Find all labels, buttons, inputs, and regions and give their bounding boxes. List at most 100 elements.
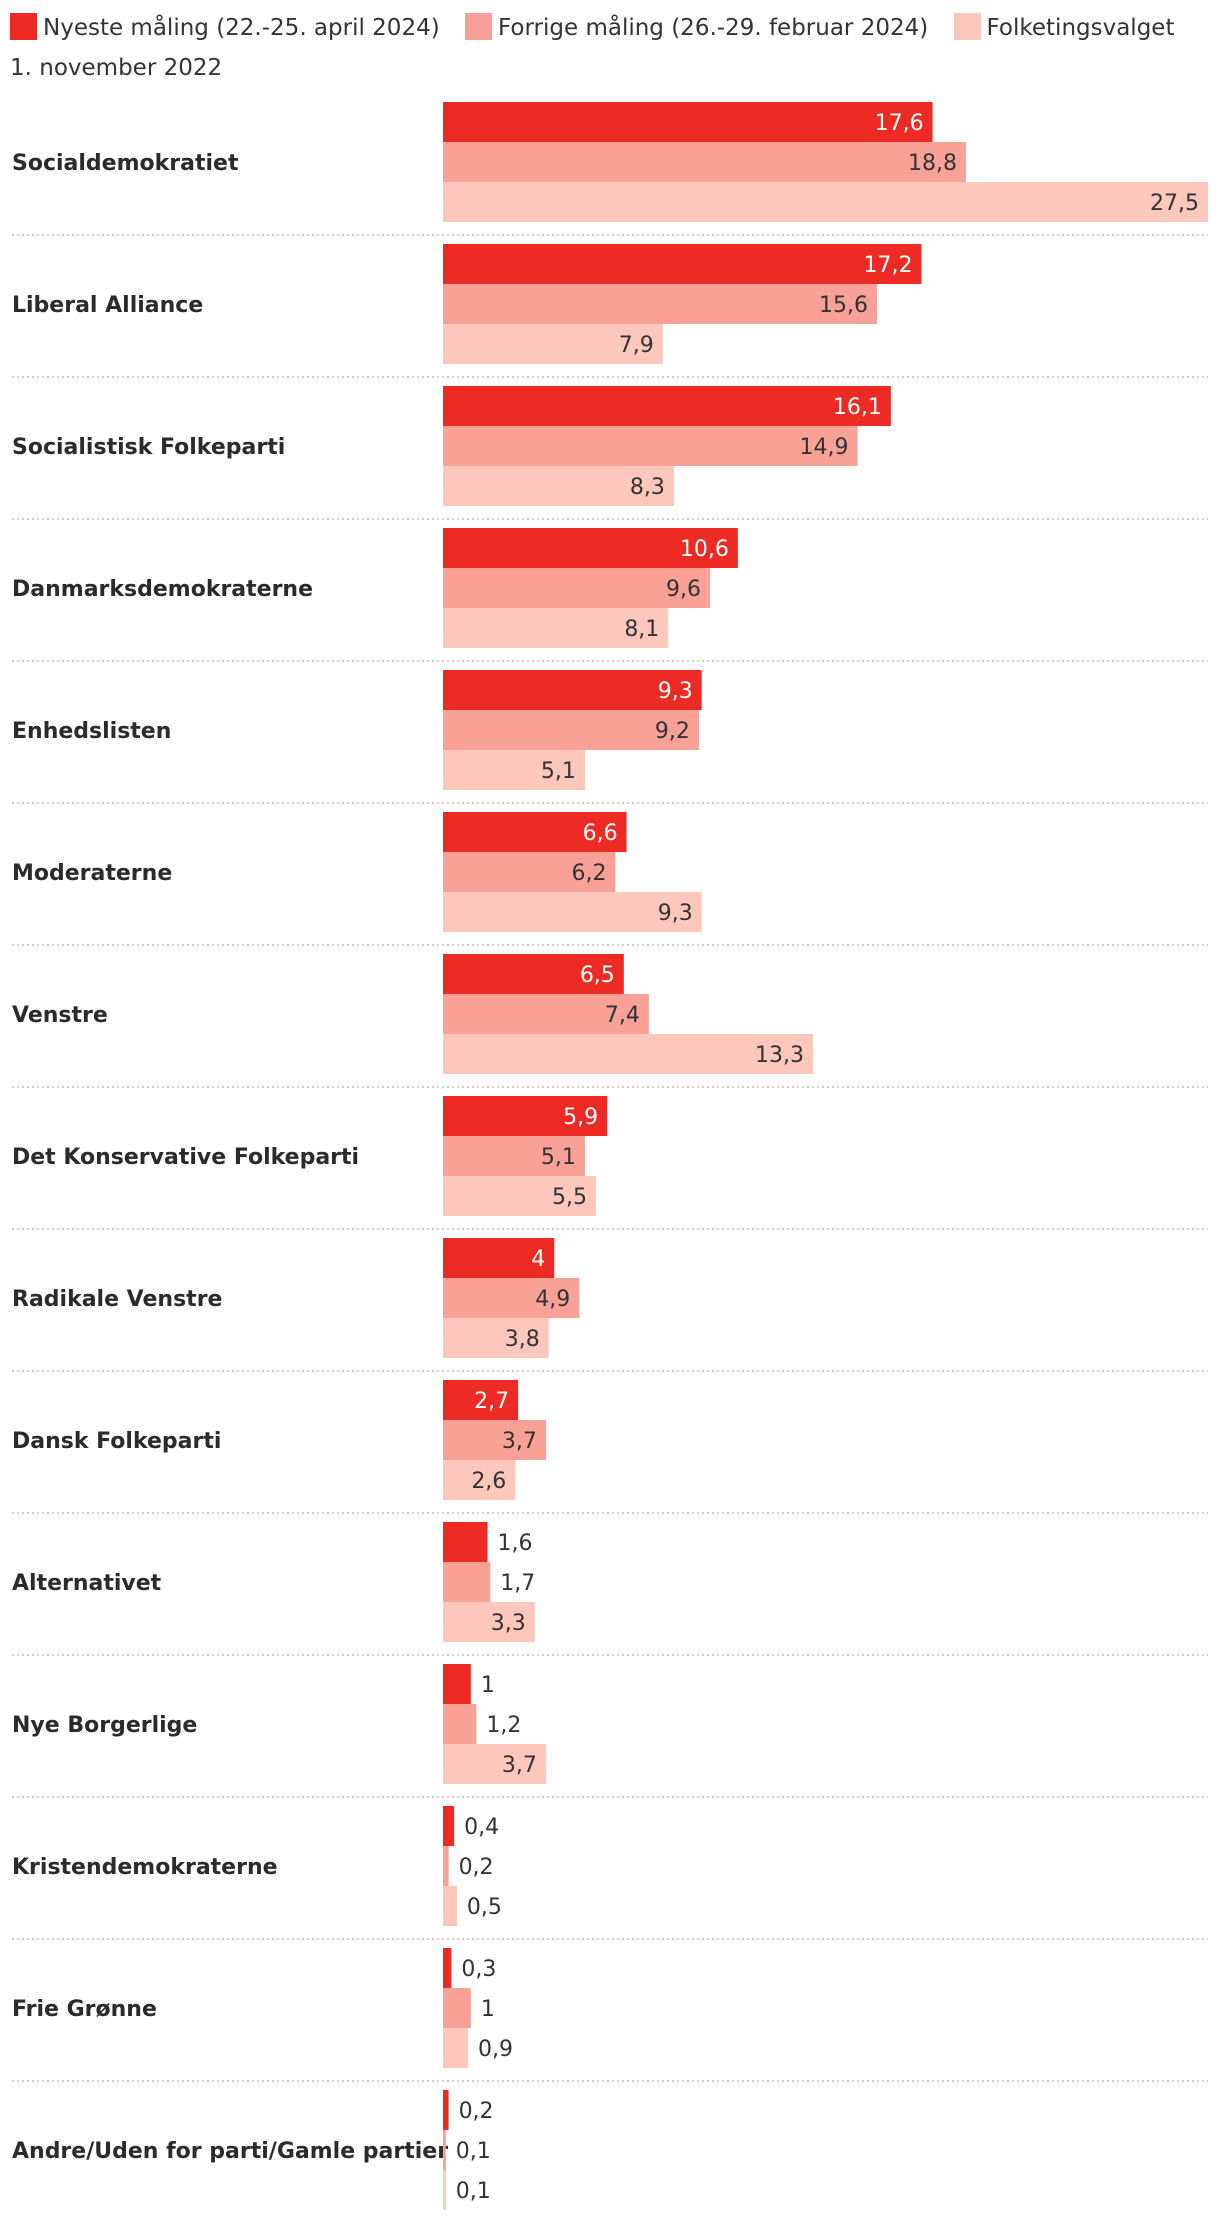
data-label: 15,6 [819,293,868,318]
bar [443,608,669,648]
category-label: Moderaterne [12,861,172,886]
data-label: 8,3 [630,475,665,500]
data-label: 0,4 [464,1815,499,1840]
data-label: 9,3 [658,901,693,926]
data-label: 5,9 [563,1105,598,1130]
data-label: 1,7 [500,1571,535,1596]
data-label: 0,2 [459,2099,494,2124]
data-label: 16,1 [833,395,882,420]
category-label: Danmarksdemokraterne [12,577,313,602]
data-label: 3,7 [502,1429,537,1454]
bar [443,1704,477,1744]
category-label: Nye Borgerlige [12,1713,197,1738]
data-label: 0,2 [459,1855,494,1880]
bar [443,568,711,608]
bar [443,1522,488,1562]
bar [443,1176,596,1216]
data-label: 27,5 [1150,191,1199,216]
bar [443,466,674,506]
data-label: 17,2 [863,253,912,278]
bar [443,1420,546,1460]
bar [443,142,966,182]
category-label: Socialistisk Folkeparti [12,435,285,460]
legend-swatch-election [953,13,981,40]
bar-chart: Socialdemokratiet 17,6 18,8 27,5 Liberal All… [12,102,1208,2210]
legend-item-election: Folketingsvalget 1. november 2022 [10,13,1174,81]
data-label: 6,2 [571,861,606,886]
data-label: 0,3 [461,1957,496,1982]
legend-label-previous: Forrige måling (26.-29. februar 2024) [498,15,929,41]
data-label: 0,5 [467,1895,502,1920]
data-label: 17,6 [875,111,924,136]
bar [443,284,877,324]
bar [443,2130,446,2170]
data-label: 2,7 [474,1389,509,1414]
data-label: 5,5 [552,1185,587,1210]
category-label: Dansk Folkeparti [12,1429,221,1454]
bar [443,1664,471,1704]
data-label: 13,3 [755,1043,804,1068]
data-label: 18,8 [908,151,957,176]
category-label: Frie Grønne [12,1997,157,2022]
data-label: 8,1 [624,617,659,642]
bar [443,1806,455,1846]
bar [443,426,858,466]
legend-item-latest: Nyeste måling (22.-25. april 2024) [10,13,440,41]
data-label: 1,2 [486,1713,521,1738]
data-label: 7,4 [605,1003,640,1028]
bar [443,1988,471,2028]
bar [443,1238,555,1278]
bar [443,1886,457,1926]
bar [443,954,624,994]
data-label: 3,3 [491,1611,526,1636]
bar [443,994,649,1034]
category-label: Enhedslisten [12,719,171,744]
bar [443,102,933,142]
data-label: 5,1 [541,759,576,784]
bar [443,244,922,284]
category-label: Alternativet [12,1571,162,1596]
bar [443,852,616,892]
category-label: Liberal Alliance [12,293,203,318]
data-label: 5,1 [541,1145,576,1170]
bar [443,1278,580,1318]
bar [443,812,627,852]
legend: Nyeste måling (22.-25. april 2024) Forri… [10,8,1190,88]
bar [443,1562,491,1602]
bar [443,1034,813,1074]
bar [443,386,891,426]
legend-item-previous: Forrige måling (26.-29. februar 2024) [465,13,929,41]
category-label: Andre/Uden for parti/Gamle partier [12,2139,448,2164]
data-label: 0,1 [456,2139,491,2164]
bar [443,1318,549,1358]
bar [443,182,1208,222]
data-label: 0,9 [478,2037,513,2062]
data-label: 3,7 [502,1753,537,1778]
bar [443,670,702,710]
legend-swatch-latest [10,13,37,40]
category-label: Venstre [12,1003,108,1028]
bar [443,1744,546,1784]
bar [443,750,585,790]
data-label: 4,9 [535,1287,570,1312]
category-label: Det Konservative Folkeparti [12,1145,359,1170]
bar [443,2028,469,2068]
bar [443,1136,585,1176]
bar [443,892,702,932]
data-label: 9,2 [655,719,690,744]
data-label: 2,6 [471,1469,506,1494]
data-label: 0,1 [456,2179,491,2204]
bar [443,1846,449,1886]
data-label: 9,3 [658,679,693,704]
category-label: Kristendemokraterne [12,1855,278,1880]
bar [443,1096,608,1136]
bar [443,2090,449,2130]
bar [443,2170,446,2210]
bar [443,1948,452,1988]
data-label: 10,6 [680,537,729,562]
legend-swatch-previous [465,13,492,40]
bar [443,1602,535,1642]
data-label: 6,6 [583,821,618,846]
legend-label-latest: Nyeste måling (22.-25. april 2024) [43,15,440,41]
data-label: 7,9 [619,333,654,358]
